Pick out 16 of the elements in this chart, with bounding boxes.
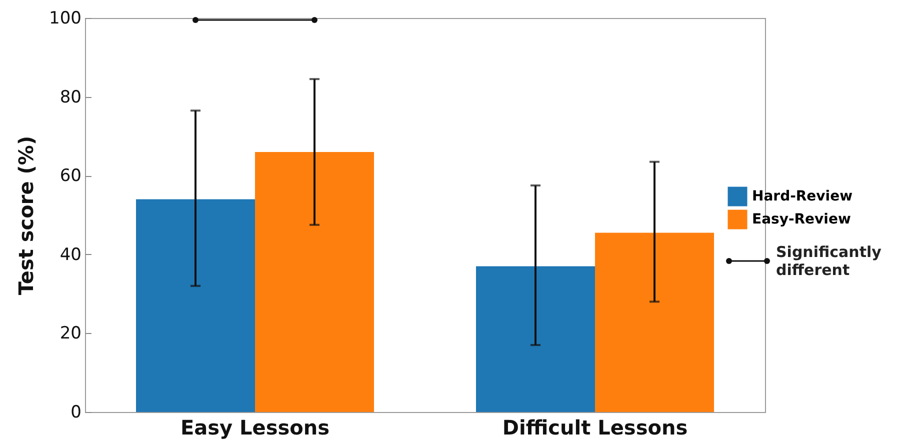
y-tick-label: 100 [49, 8, 82, 28]
bar [136, 199, 255, 412]
legend-label: Easy-Review [752, 212, 851, 228]
bar [476, 266, 595, 412]
y-axis-title: Test score (%) [14, 136, 38, 296]
x-tick-label: Easy Lessons [180, 416, 330, 440]
legend-label: Hard-Review [752, 188, 853, 204]
y-tick-label: 60 [60, 166, 82, 186]
bar [595, 232, 714, 412]
x-tick-label: Difficult Lessons [502, 416, 688, 440]
y-tick-label: 80 [60, 87, 82, 108]
y-tick-label: 0 [70, 402, 82, 422]
y-tick-label: 40 [60, 244, 82, 265]
y-tick-label: 20 [60, 324, 82, 344]
bar [255, 152, 374, 412]
text: Significantly different [776, 243, 882, 279]
